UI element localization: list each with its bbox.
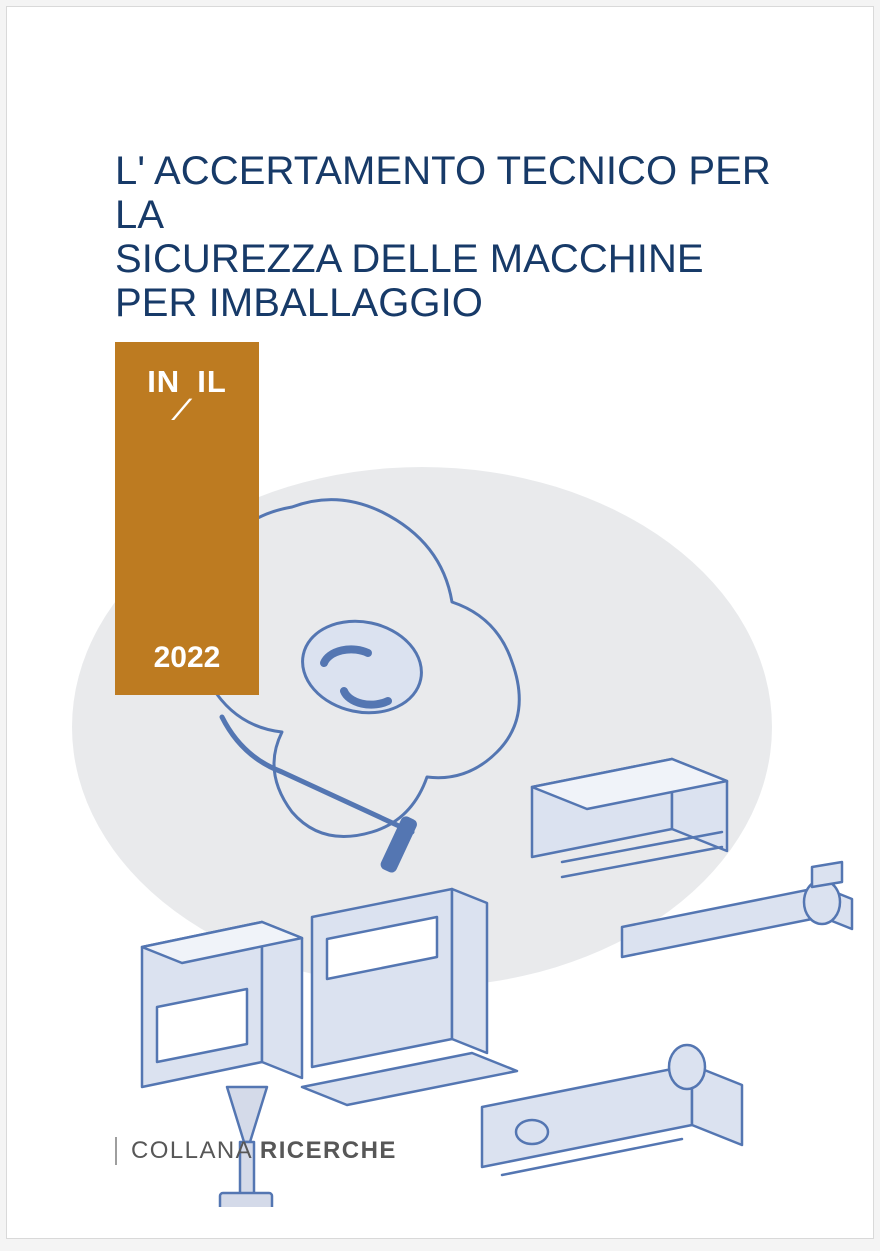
- series-emphasis: RICERCHE: [260, 1137, 397, 1164]
- title-line-3: PER IMBALLAGGIO: [115, 281, 795, 325]
- document-cover: L' ACCERTAMENTO TECNICO PER LA SICUREZZA…: [6, 6, 874, 1239]
- series-label: COLLANA RICERCHE: [115, 1137, 397, 1165]
- publication-year: 2022: [115, 641, 259, 675]
- title-line-2: SICUREZZA DELLE MACCHINE: [115, 237, 795, 281]
- title-line-1: L' ACCERTAMENTO TECNICO PER LA: [115, 149, 795, 237]
- brand-badge: IN⁄IL 2022: [115, 342, 259, 695]
- series-prefix: COLLANA: [131, 1137, 260, 1164]
- org-logo: IN⁄IL: [115, 364, 259, 400]
- document-title: L' ACCERTAMENTO TECNICO PER LA SICUREZZA…: [115, 149, 795, 325]
